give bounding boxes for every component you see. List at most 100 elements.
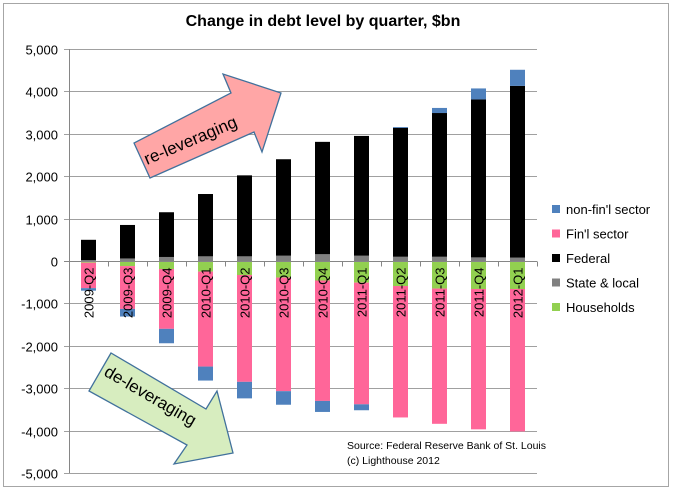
bar-segment-non-fin-l-sector [432, 107, 447, 114]
bar-segment-households [393, 261, 408, 287]
legend-label: State & local [566, 276, 639, 291]
x-tick-label: 2010-Q1 [199, 268, 214, 319]
bar-group-2011-Q1 [354, 135, 369, 411]
legend-swatch [552, 229, 560, 238]
source-line-1: Source: Federal Reserve Bank of St. Loui… [347, 440, 546, 452]
bar-segment-fin-l-sector [315, 280, 330, 401]
bar-segment-fin-l-sector [120, 266, 135, 309]
legend-label: Households [566, 300, 635, 315]
bar-segment-federal [393, 127, 408, 257]
y-tick-label: -3,000 [21, 382, 58, 397]
legend: non-fin'l sector Fin'l sector Federal State… [552, 202, 651, 315]
bar-segment-federal [198, 194, 213, 257]
x-tick-label: 2010-Q4 [316, 268, 331, 319]
bar-segment-state-local [120, 258, 135, 261]
re-leveraging-annotation: re-leveraging [133, 72, 282, 179]
bar-segment-households [315, 261, 330, 281]
x-tick-label: 2011-Q2 [394, 268, 409, 318]
bar-group-2011-Q4 [471, 88, 486, 430]
bar-segment-federal [237, 175, 252, 257]
bar-segment-fin-l-sector [393, 286, 408, 418]
x-tick-label: 2010-Q2 [238, 268, 253, 319]
y-tick-label: 0 [51, 255, 58, 270]
bar-segment-fin-l-sector [432, 288, 447, 424]
bar-segment-federal [354, 135, 369, 256]
legend-label: Fin'l sector [566, 227, 629, 242]
y-tick-label: 4,000 [25, 85, 58, 100]
bar-group-2009-Q4 [159, 212, 174, 344]
y-tick-label: 5,000 [25, 43, 58, 58]
bar-segment-fin-l-sector [471, 288, 486, 430]
bar-segment-fin-l-sector [81, 262, 96, 289]
bar-segment-non-fin-l-sector [510, 69, 525, 86]
bar-segment-non-fin-l-sector [354, 404, 369, 411]
bar-segment-federal [120, 224, 135, 259]
bar-segment-state-local [198, 256, 213, 261]
bar-segment-state-local [432, 256, 447, 261]
bar-segment-fin-l-sector [510, 288, 525, 432]
y-tick-label: -2,000 [21, 340, 58, 355]
legend-item: State & local [552, 276, 639, 291]
bar-segment-households [354, 261, 369, 283]
bar-segment-state-local [393, 256, 408, 261]
bar-group-2011-Q3 [432, 107, 447, 424]
legend-swatch [552, 303, 560, 311]
x-axis-ticks: 2009-Q2 2009-Q3 2009-Q4 2010-Q1 2010-Q2 2010-… [82, 268, 526, 319]
bar-segment-fin-l-sector [237, 274, 252, 382]
legend-swatch [552, 278, 560, 287]
bar-segment-state-local [159, 256, 174, 261]
bar-segment-federal [432, 113, 447, 257]
bar-segment-federal [159, 212, 174, 257]
legend-item: Fin'l sector [552, 227, 629, 242]
bar-segment-non-fin-l-sector [159, 328, 174, 344]
bar-group-2010-Q2 [237, 175, 252, 399]
bar-segment-households [432, 261, 447, 289]
bar-segment-federal [81, 239, 96, 261]
bar-segment-households [120, 261, 135, 267]
bars [81, 69, 525, 432]
bar-segment-households [510, 261, 525, 289]
bar-segment-households [276, 261, 291, 278]
legend-item: Households [552, 300, 635, 315]
bar-segment-non-fin-l-sector [471, 88, 486, 100]
bar-segment-fin-l-sector [159, 269, 174, 329]
bar-segment-households [471, 261, 486, 289]
x-tick-label: 2009-Q3 [121, 268, 136, 319]
bar-segment-non-fin-l-sector [120, 308, 135, 317]
bar-segment-state-local [471, 257, 486, 261]
bar-segment-federal [510, 85, 525, 258]
bar-segment-state-local [315, 254, 330, 261]
down-arrow-shape [88, 352, 234, 465]
bar-segment-fin-l-sector [276, 277, 291, 392]
y-tick-label: -5,000 [21, 467, 58, 482]
source-line-2: (c) Lighthouse 2012 [347, 455, 440, 467]
bar-segment-households [237, 261, 252, 275]
bar-group-2012-Q1 [510, 69, 525, 432]
x-tick-label: 2009-Q4 [160, 268, 175, 319]
bar-segment-state-local [237, 256, 252, 261]
legend-item: non-fin'l sector [552, 202, 651, 217]
x-tick-label: 2011-Q3 [433, 268, 448, 318]
bar-segment-fin-l-sector [198, 271, 213, 367]
bar-segment-state-local [510, 257, 525, 261]
bar-segment-non-fin-l-sector [315, 400, 330, 412]
y-tick-label: 1,000 [25, 213, 58, 228]
legend-label: non-fin'l sector [566, 202, 651, 217]
bar-group-2009-Q2 [81, 239, 96, 291]
bar-segment-federal [276, 159, 291, 256]
chart-frame [3, 3, 669, 487]
bar-segment-non-fin-l-sector [276, 391, 291, 405]
bar-segment-state-local [276, 255, 291, 261]
legend-label: Federal [566, 251, 610, 266]
x-tick-label: 2010-Q3 [277, 268, 292, 319]
y-tick-label: -1,000 [21, 297, 58, 312]
axes [64, 49, 538, 473]
gridlines [64, 49, 537, 474]
x-tick-label: 2011-Q4 [472, 268, 487, 318]
up-arrow-shape [133, 72, 282, 179]
legend-swatch [552, 205, 560, 213]
y-tick-label: -4,000 [21, 425, 58, 440]
bar-segment-state-local [81, 260, 96, 261]
legend-item: Federal [552, 251, 610, 266]
